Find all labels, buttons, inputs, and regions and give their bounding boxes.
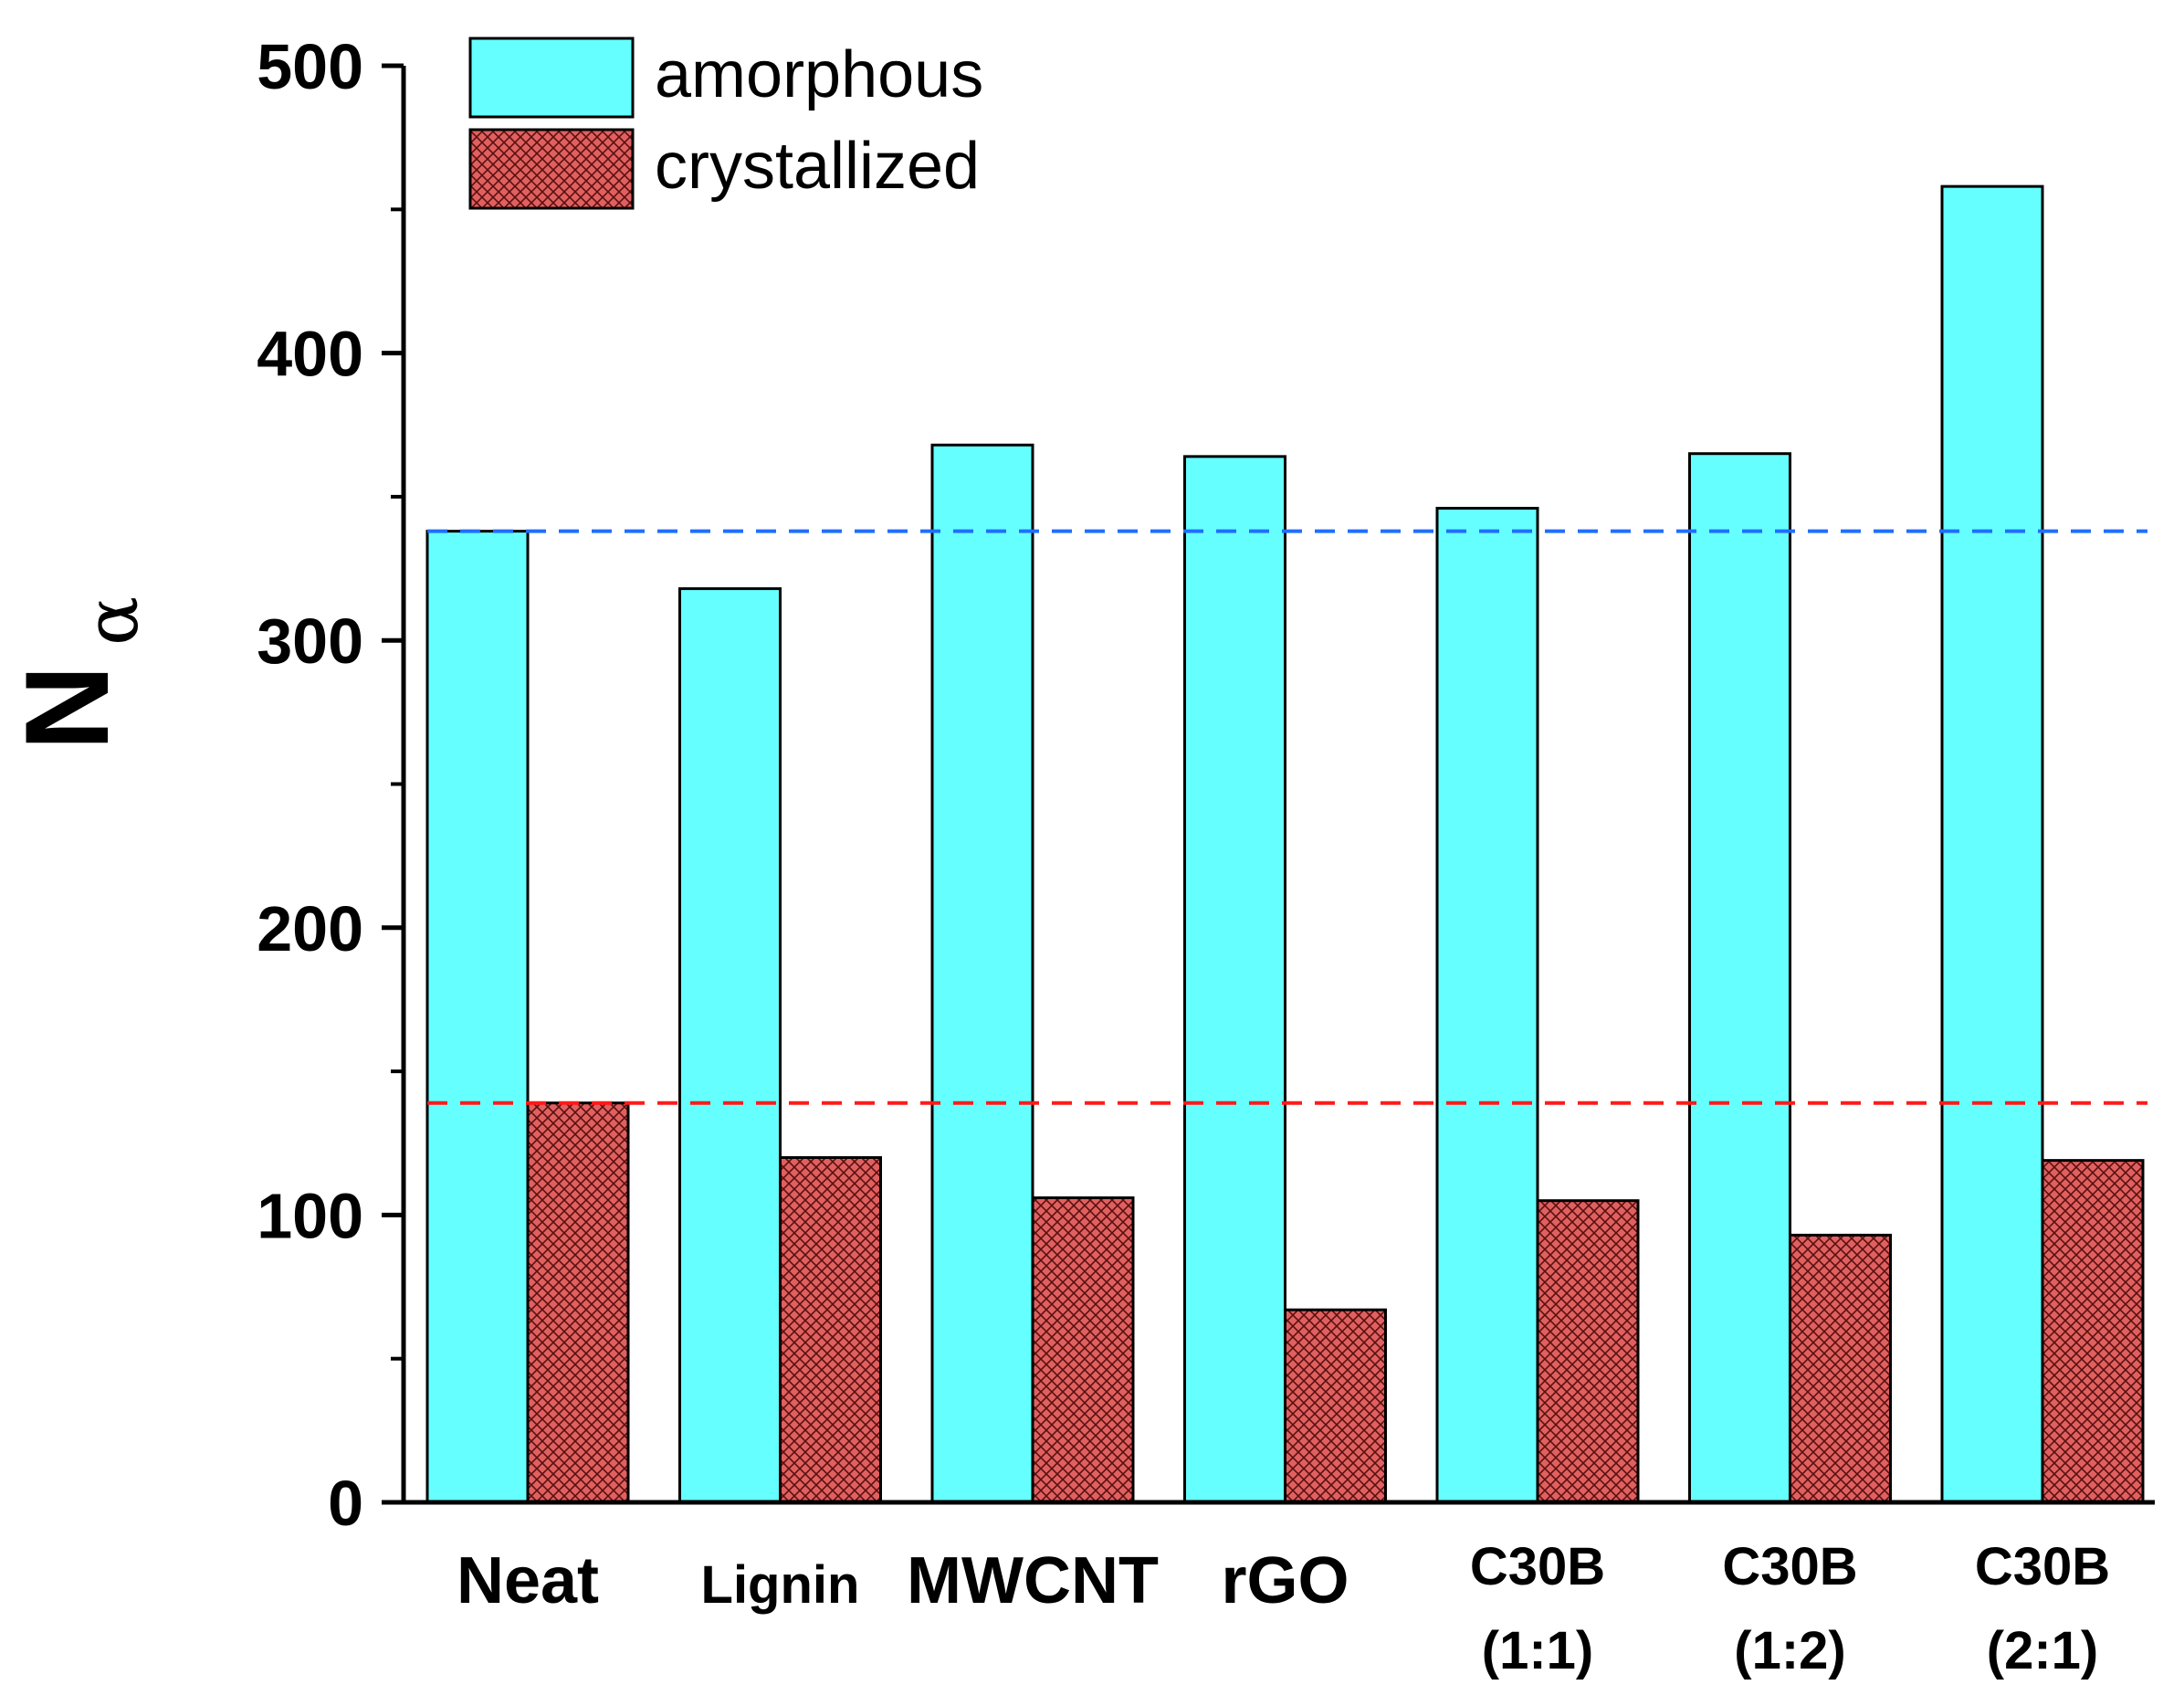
bar-amorphous-0 bbox=[425, 530, 530, 1504]
x-tick-label: C30B bbox=[1470, 1537, 1605, 1596]
legend-label-crystallized: crystallized bbox=[655, 130, 980, 203]
reference-lines bbox=[427, 529, 2147, 1105]
x-tick-label: MWCNT bbox=[907, 1544, 1159, 1617]
bar-crystallized-2 bbox=[1031, 1196, 1135, 1504]
bar-amorphous-6 bbox=[1940, 184, 2044, 1504]
bars bbox=[425, 184, 2145, 1504]
bar-crystallized-1 bbox=[779, 1155, 882, 1504]
x-tick-label: (1:1) bbox=[1482, 1621, 1593, 1680]
y-axis-label-subscript: α bbox=[69, 596, 154, 646]
y-tick-label: 100 bbox=[257, 1180, 363, 1251]
bar-amorphous-3 bbox=[1183, 455, 1286, 1504]
legend: amorphous crystallized bbox=[468, 37, 983, 210]
bar-crystallized-3 bbox=[1284, 1308, 1387, 1504]
y-axis-label-main: N bbox=[0, 665, 133, 751]
legend-swatch-amorphous bbox=[468, 37, 635, 119]
y-ticks: 0 100 200 300 400 500 bbox=[257, 31, 404, 1539]
y-tick-label: 400 bbox=[257, 319, 363, 390]
x-tick-label: (2:1) bbox=[1987, 1621, 2098, 1680]
x-tick-label: Lignin bbox=[701, 1555, 860, 1615]
bar-crystallized-6 bbox=[2041, 1159, 2145, 1504]
legend-label-amorphous: amorphous bbox=[655, 38, 983, 111]
x-tick-labels: Neat Lignin MWCNT rGO C30B (1:1) C30B (1:2) C30B… bbox=[457, 1537, 2110, 1680]
y-tick-label: 500 bbox=[257, 31, 363, 102]
x-tick-label: Neat bbox=[457, 1544, 599, 1617]
bar-crystallized-4 bbox=[1536, 1199, 1640, 1504]
x-tick-label: (1:2) bbox=[1734, 1621, 1845, 1680]
x-tick-label: C30B bbox=[1722, 1537, 1857, 1596]
y-tick-label: 200 bbox=[257, 893, 363, 964]
x-tick-label: rGO bbox=[1221, 1544, 1349, 1617]
bar-amorphous-2 bbox=[930, 443, 1034, 1504]
bar-crystallized-5 bbox=[1789, 1233, 1892, 1504]
bar-crystallized-0 bbox=[526, 1101, 630, 1504]
y-axis-label: N α bbox=[0, 596, 154, 751]
x-tick-label: C30B bbox=[1975, 1537, 2110, 1596]
bar-amorphous-1 bbox=[678, 587, 782, 1504]
bar-amorphous-5 bbox=[1688, 452, 1791, 1504]
bar-amorphous-4 bbox=[1435, 506, 1539, 1504]
y-tick-label: 300 bbox=[257, 606, 363, 677]
y-tick-label: 0 bbox=[328, 1468, 363, 1539]
legend-swatch-crystallized bbox=[468, 128, 635, 210]
